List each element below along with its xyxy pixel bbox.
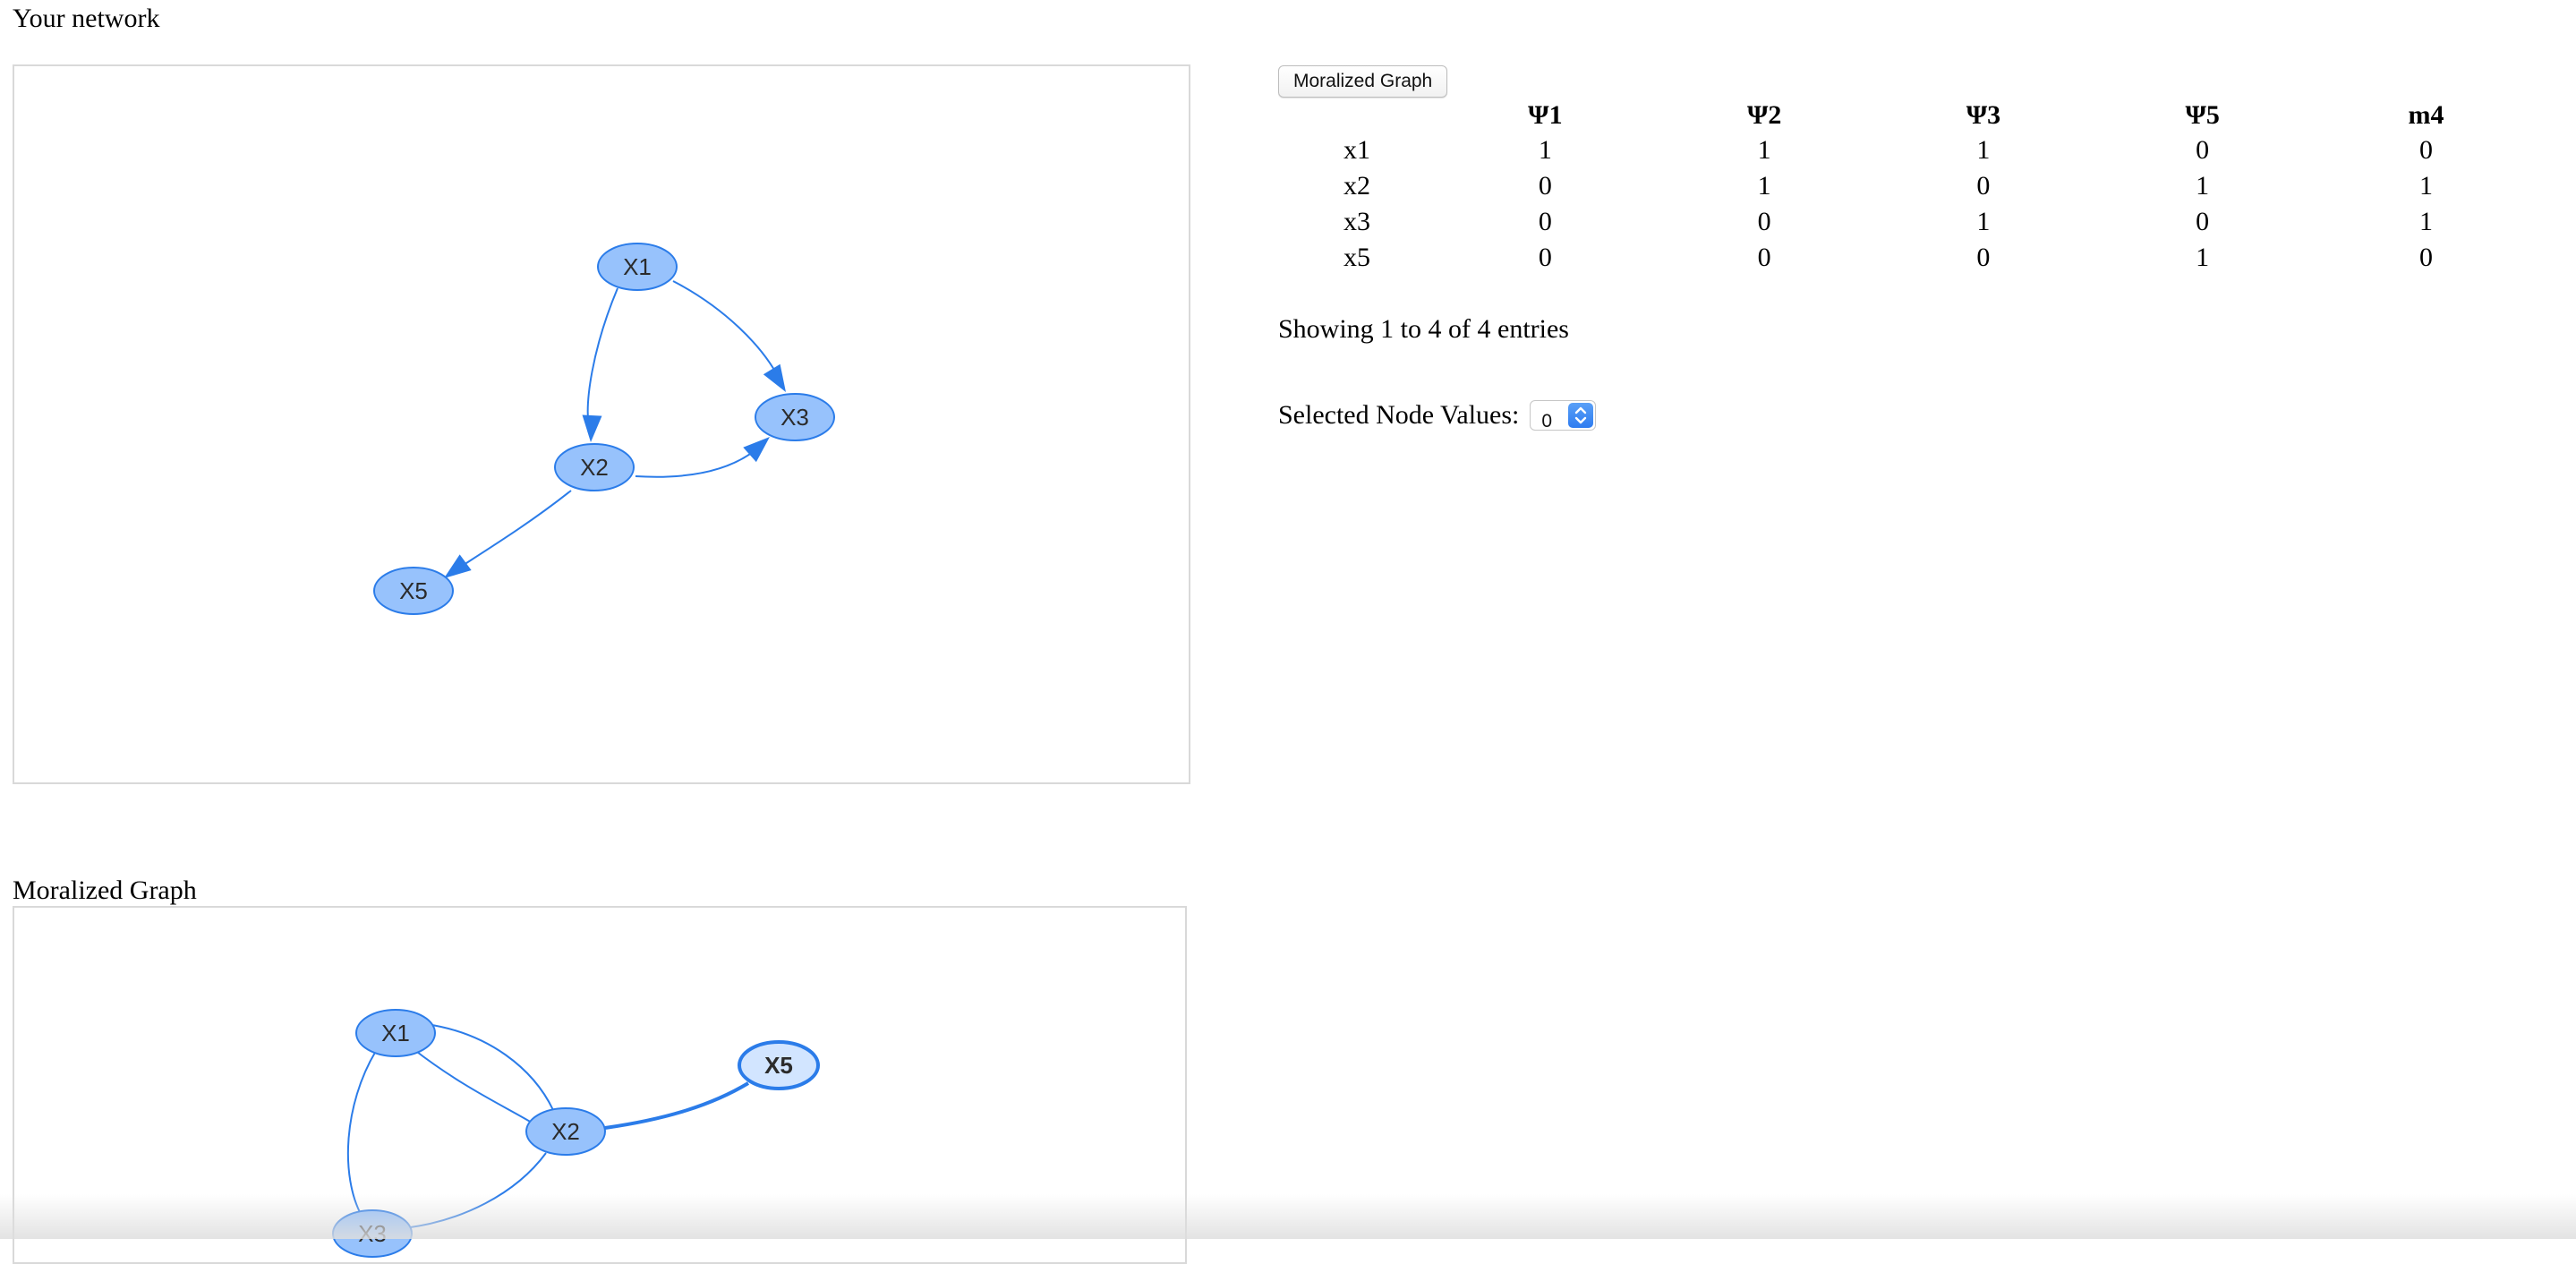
moralized-graph-title: Moralized Graph [13,875,197,905]
table-info: Showing 1 to 4 of 4 entries [1278,314,1569,344]
table-row: x5 0 0 0 1 0 [1278,240,2540,276]
node-label: X5 [399,577,428,604]
node-shape[interactable] [355,1009,436,1057]
node-shape[interactable] [554,443,635,491]
table-cell: 0 [1757,243,1771,272]
table-cell: 0 [2196,135,2210,165]
moralized-graph-svg[interactable]: X1 X2 X3 X5 [14,908,1187,1264]
node-value-select-value: 0 [1541,411,1553,431]
table-cell: 0 [1757,207,1771,236]
row-label: x3 [1343,207,1370,236]
table-header-4[interactable]: Ψ5 [2185,100,2220,130]
table-cell: 1 [2196,171,2210,201]
node-x5[interactable]: X5 [373,567,454,615]
arrowhead-x2-x5 [444,554,472,578]
moral-node-x5[interactable]: X5 [738,1040,820,1090]
moralized-graph-button[interactable]: Moralized Graph [1278,65,1448,98]
selected-node-values: Selected Node Values: 0 [1278,399,1597,431]
arrowhead-x1-x3 [763,363,786,392]
table-cell: 0 [1538,207,1552,236]
node-shape[interactable] [755,393,835,441]
select-stepper-icon[interactable] [1568,403,1594,428]
selected-node-values-label: Selected Node Values: [1278,400,1520,430]
potential-table: Ψ1 Ψ2 Ψ3 Ψ5 m4 x1 1 1 1 0 0 x2 0 1 0 1 1 x3 0 0 1 0 1 x5 0 0 0 1 0 [1278,98,2540,276]
network-graph-svg[interactable]: X1 X2 X3 X5 [14,66,1190,784]
node-shape[interactable] [373,567,454,615]
moralized-graph-canvas[interactable]: X1 X2 X3 X5 [13,906,1187,1264]
table-cell: 1 [1976,135,1991,165]
network-nodes: X1 X2 X3 X5 [373,243,835,615]
table-row: x3 0 0 1 0 1 [1278,204,2540,240]
table-header-5[interactable]: m4 [2408,100,2444,130]
node-shape[interactable] [738,1040,820,1090]
node-shape[interactable] [597,243,678,291]
table-body: x1 1 1 1 0 0 x2 0 1 0 1 1 x3 0 0 1 0 1 x5 0 0 0 1 0 [1278,132,2540,276]
moral-nodes: X1 X2 X3 X5 [332,1009,820,1258]
table-cell: 1 [2196,243,2210,272]
node-shape[interactable] [525,1107,606,1156]
node-label: X3 [780,404,809,431]
node-label: X2 [551,1118,580,1145]
moral-node-x2[interactable]: X2 [525,1107,606,1156]
table-header-row: Ψ1 Ψ2 Ψ3 Ψ5 m4 [1278,98,2540,132]
arrowhead-x1-x2 [582,414,602,442]
table-cell: 1 [1538,135,1552,165]
table-cell: 0 [1976,243,1991,272]
table-cell: 0 [2419,243,2434,272]
node-label: X2 [580,454,609,481]
moral-edge-x2-x3[interactable] [404,1152,547,1229]
table-header-2[interactable]: Ψ2 [1746,100,1782,130]
edge-x2-x5[interactable] [450,490,572,574]
moral-node-x3[interactable]: X3 [332,1209,413,1258]
table-row: x1 1 1 1 0 0 [1278,132,2540,168]
network-graph-canvas[interactable]: X1 X2 X3 X5 [13,64,1190,784]
table-cell: 0 [1538,243,1552,272]
moral-edge-x1-x2[interactable] [425,1023,554,1111]
moral-edge-x1-x3[interactable] [346,1050,377,1217]
arrowhead-x2-x3 [743,437,770,463]
table-cell: 1 [2419,207,2434,236]
moral-edge-x1-x2[interactable] [413,1048,533,1123]
table-cell: 0 [2419,135,2434,165]
network-title: Your network [13,4,160,33]
table-cell: 1 [2419,171,2434,201]
table-cell: 0 [1538,171,1552,201]
table-header-3[interactable]: Ψ3 [1966,100,2001,130]
node-x3[interactable]: X3 [755,393,835,441]
edge-x1-x2[interactable] [586,287,618,436]
node-x2[interactable]: X2 [554,443,635,491]
node-x1[interactable]: X1 [597,243,678,291]
table-cell: 0 [2196,207,2210,236]
node-value-select[interactable]: 0 [1530,400,1597,431]
table-cell: 1 [1757,171,1771,201]
node-label: X5 [764,1052,793,1079]
moral-edge-x2-x5[interactable] [604,1081,750,1130]
table-header-1[interactable]: Ψ1 [1528,100,1563,130]
row-label: x1 [1343,135,1370,165]
table-cell: 1 [1757,135,1771,165]
row-label: x5 [1343,243,1370,272]
node-label: X1 [623,253,652,280]
moral-node-x1[interactable]: X1 [355,1009,436,1057]
table-cell: 1 [1976,207,1991,236]
edge-x1-x3[interactable] [672,280,783,386]
node-label: X3 [358,1220,387,1247]
table-cell: 0 [1976,171,1991,201]
table-header-blank[interactable] [1278,98,1436,132]
row-label: x2 [1343,171,1370,201]
table-row: x2 0 1 0 1 1 [1278,168,2540,204]
node-label: X1 [381,1020,410,1046]
network-edges [444,280,786,578]
